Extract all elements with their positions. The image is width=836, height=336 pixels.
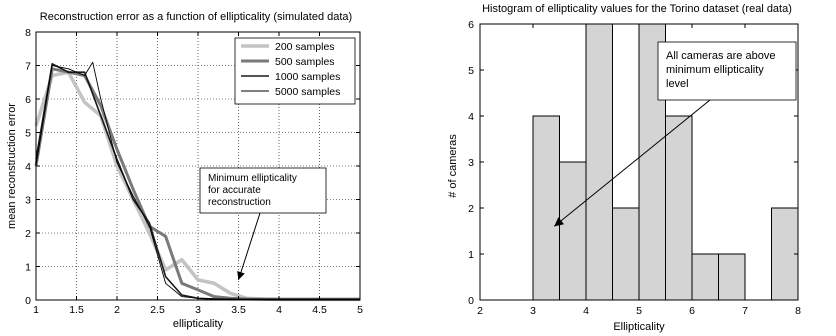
left-x-tick-label: 3.5 [231,304,246,316]
left-y-tick-label: 0 [25,295,31,307]
histogram-bar-9 [692,254,719,300]
left-y-tick-label: 2 [25,228,31,240]
right-y-tick-label: 2 [468,203,474,215]
right-y-tick-label: 4 [468,111,474,123]
histogram-bar-3 [533,116,560,300]
right-x-axis-label: Ellipticality [613,321,665,333]
right-x-tick-label: 2 [477,305,483,317]
legend-label-2: 500 samples [275,56,335,68]
left-legend: 200 samples 500 samples 1000 samples 5000 s… [235,38,355,104]
left-chart: Reconstruction error as a function of el… [6,11,363,330]
histogram-bar-10 [719,254,746,300]
legend-label-1: 200 samples [275,41,335,53]
left-x-tick-label: 3 [195,304,201,316]
histogram-bar-6 [613,208,640,300]
left-annotation-line-3: reconstruction [208,197,271,208]
left-x-tick-label: 1.5 [69,304,84,316]
right-y-tick-label: 0 [468,295,474,307]
right-x-tick-label: 6 [689,305,695,317]
left-x-tick-label: 2.5 [150,304,165,316]
left-annotation-line-2: for accurate [208,185,261,196]
right-annotation-line-3: level [666,78,689,90]
right-y-tick-label: 1 [468,249,474,261]
legend-label-3: 1000 samples [275,71,340,83]
right-y-tick-label: 5 [468,65,474,77]
left-annotation-line-1: Minimum ellipticality [208,173,297,184]
left-y-tick-label: 4 [25,161,31,173]
right-annotation-line-1: All cameras are above [666,50,775,62]
left-y-axis-label: mean reconstruction error [6,103,18,229]
histogram-bar-5 [586,24,613,300]
left-x-tick-label: 5 [357,304,363,316]
left-y-tick-label: 6 [25,94,31,106]
right-y-tick-label: 3 [468,157,474,169]
histogram-bar-4 [560,162,587,300]
left-x-tick-label: 4.5 [312,304,327,316]
right-annotation-line-2: minimum ellipticality [666,64,764,76]
right-x-tick-label: 4 [583,305,589,317]
left-y-tick-label: 3 [25,195,31,207]
left-chart-title: Reconstruction error as a function of el… [40,11,352,23]
right-x-tick-label: 7 [742,305,748,317]
legend-label-4: 5000 samples [275,86,340,98]
left-y-tick-label: 8 [25,27,31,39]
left-x-tick-label: 1 [33,304,39,316]
histogram-bar-8 [666,116,693,300]
left-x-axis-label: ellipticality [173,318,224,330]
right-x-tick-label: 5 [636,305,642,317]
left-x-tick-label: 2 [114,304,120,316]
left-y-tick-label: 1 [25,262,31,274]
right-x-tick-label: 3 [530,305,536,317]
right-chart-title: Histogram of ellipticality values for th… [482,3,792,15]
right-chart: Histogram of ellipticality values for th… [447,3,801,333]
right-y-tick-label: 6 [468,19,474,31]
right-x-tick-label: 8 [795,305,801,317]
left-x-tick-label: 4 [276,304,282,316]
left-y-tick-label: 7 [25,61,31,73]
right-y-axis-label: # of cameras [447,134,459,198]
left-y-tick-label: 5 [25,128,31,140]
